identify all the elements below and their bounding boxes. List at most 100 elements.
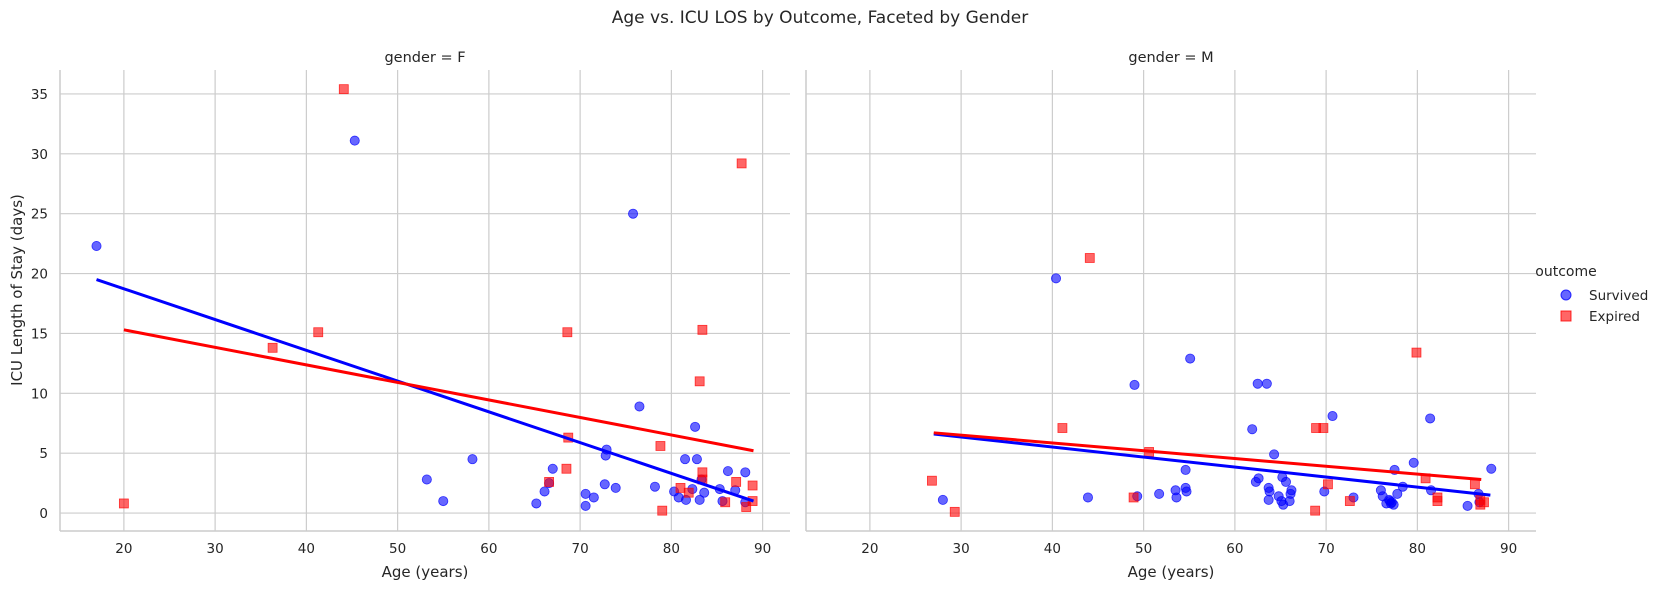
survived-point [1392, 488, 1403, 499]
facet-title: gender = M [1128, 50, 1213, 66]
survived-point [1280, 476, 1291, 487]
survived-point [1408, 457, 1419, 468]
survived-point [1286, 485, 1297, 496]
y-tick-label: 10 [31, 386, 48, 402]
survived-point [1261, 378, 1272, 389]
x-tick-label: 60 [480, 541, 497, 557]
y-tick-label: 0 [39, 506, 48, 522]
expired-point [747, 480, 758, 491]
legend-label-survived: Survived [1589, 288, 1648, 304]
survived-point [1327, 411, 1338, 422]
x-tick-label: 20 [115, 541, 132, 557]
survived-point [1252, 378, 1263, 389]
survived-point [691, 454, 702, 465]
expired-point [1432, 492, 1443, 503]
expired-point [655, 441, 666, 451]
x-tick-label: 60 [1226, 541, 1243, 557]
y-tick-label: 5 [39, 446, 48, 462]
x-tick-label: 20 [861, 541, 878, 557]
y-tick-label: 15 [31, 326, 48, 342]
x-tick-label: 40 [1044, 541, 1061, 557]
survived-point [937, 494, 948, 505]
survived-point [580, 488, 591, 499]
expired-point [267, 342, 278, 353]
survived-point [438, 496, 449, 507]
survived-point [91, 241, 102, 252]
survived-point [1181, 486, 1192, 497]
survived-point [1154, 488, 1165, 499]
expired-regression-line [123, 328, 754, 453]
survived-point [740, 467, 751, 478]
survived-point [628, 208, 639, 219]
expired-point [1310, 505, 1321, 516]
y-tick-label: 20 [31, 267, 48, 283]
expired-point [736, 158, 747, 169]
expired-point [657, 505, 668, 516]
expired-point [338, 84, 349, 95]
expired-point [544, 477, 554, 487]
survived-point [610, 482, 621, 493]
facet-panel-male: 20 30 40 50 60 70 80 90 gender = M Age (years) [805, 50, 1536, 581]
expired-point [1344, 496, 1355, 506]
y-tick-label: 35 [31, 87, 48, 103]
survived-point [1185, 353, 1196, 364]
survived-point [599, 479, 610, 490]
chart-title: Age vs. ICU LOS by Outcome, Faceted by G… [612, 8, 1029, 28]
survived-point [649, 481, 660, 492]
survived-point [694, 494, 705, 505]
survived-point [1264, 486, 1275, 497]
expired-point [1469, 479, 1480, 490]
x-axis-label: Age (years) [1128, 563, 1215, 581]
y-tick-label: 25 [31, 207, 48, 223]
survived-point [588, 492, 599, 503]
expired-point [694, 376, 705, 387]
x-tick-label: 90 [754, 541, 771, 557]
survived-point [1171, 492, 1182, 503]
expired-point [697, 324, 708, 335]
survived-point [547, 463, 558, 474]
expired-point [118, 498, 129, 509]
expired-point [562, 327, 573, 338]
survived-point [1247, 424, 1258, 435]
y-tick-label: 30 [31, 147, 48, 163]
survived-point [1129, 379, 1140, 390]
expired-point [741, 502, 752, 512]
survived-point [349, 135, 360, 146]
legend-title: outcome [1535, 264, 1596, 280]
x-axis-label: Age (years) [382, 563, 469, 581]
x-tick-label: 30 [207, 541, 224, 557]
x-tick-label: 50 [389, 541, 406, 557]
survived-point [580, 500, 591, 511]
expired-regression-line [933, 431, 1482, 482]
x-tick-label: 90 [1500, 541, 1517, 557]
expired-point [1057, 423, 1068, 433]
x-tick-label: 30 [953, 541, 970, 557]
survived-point [1253, 473, 1264, 484]
expired-point [1323, 479, 1333, 490]
survived-point [680, 454, 691, 465]
facet-panel-female: 20 30 40 50 60 70 80 90 0 5 10 15 20 25 30 35 gender = F… [31, 50, 790, 581]
survived-regression-line [96, 278, 754, 503]
survived-point [531, 498, 542, 509]
legend: outcome Survived Expired [1535, 264, 1648, 325]
survived-point [1425, 413, 1436, 424]
expired-point [720, 497, 731, 508]
expired-point [313, 327, 324, 338]
legend-label-expired: Expired [1589, 309, 1640, 325]
survived-point [1263, 494, 1274, 505]
survived-point [1180, 464, 1191, 475]
survived-point [539, 486, 550, 497]
legend-marker-expired [1560, 310, 1572, 322]
survived-point [634, 401, 645, 412]
x-tick-label: 80 [1409, 541, 1426, 557]
survived-point [421, 474, 432, 485]
survived-point [1051, 273, 1062, 284]
survived-point [699, 487, 710, 498]
survived-point [1388, 499, 1399, 510]
x-tick-label: 80 [663, 541, 680, 557]
x-tick-label: 70 [572, 541, 589, 557]
survived-point [722, 466, 733, 477]
expired-point [1318, 423, 1329, 433]
expired-point [675, 482, 686, 493]
